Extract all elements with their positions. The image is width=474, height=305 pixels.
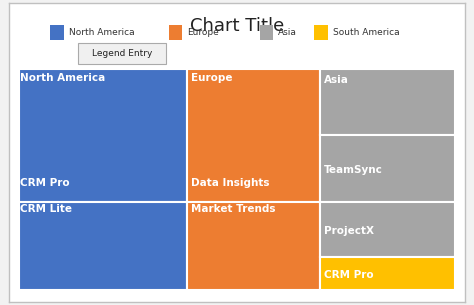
Bar: [260, 25, 273, 40]
Bar: [187, 202, 320, 290]
Text: Market Trends: Market Trends: [191, 204, 275, 214]
Text: Asia: Asia: [278, 28, 297, 37]
Text: TeamSync: TeamSync: [324, 165, 383, 175]
Text: Data Insights: Data Insights: [191, 178, 269, 188]
Text: Asia: Asia: [324, 75, 349, 85]
Text: North America: North America: [20, 73, 106, 83]
Bar: [320, 257, 456, 290]
Bar: [320, 135, 456, 202]
Bar: [187, 69, 320, 202]
FancyBboxPatch shape: [78, 43, 166, 64]
Text: CRM Pro: CRM Pro: [20, 178, 70, 188]
Text: Europe: Europe: [191, 73, 232, 83]
Bar: [169, 25, 182, 40]
Text: Legend Entry: Legend Entry: [92, 49, 153, 58]
Bar: [18, 69, 187, 202]
Bar: [320, 202, 456, 257]
Text: Europe: Europe: [187, 28, 219, 37]
Text: Chart Title: Chart Title: [190, 16, 284, 34]
Bar: [320, 69, 456, 135]
Bar: [18, 202, 187, 290]
Bar: [314, 25, 328, 40]
Text: South America: South America: [333, 28, 399, 37]
Text: CRM Pro: CRM Pro: [324, 270, 374, 280]
Text: ProjectX: ProjectX: [324, 226, 374, 236]
Text: CRM Lite: CRM Lite: [20, 204, 72, 214]
Text: North America: North America: [69, 28, 134, 37]
Bar: [50, 25, 64, 40]
